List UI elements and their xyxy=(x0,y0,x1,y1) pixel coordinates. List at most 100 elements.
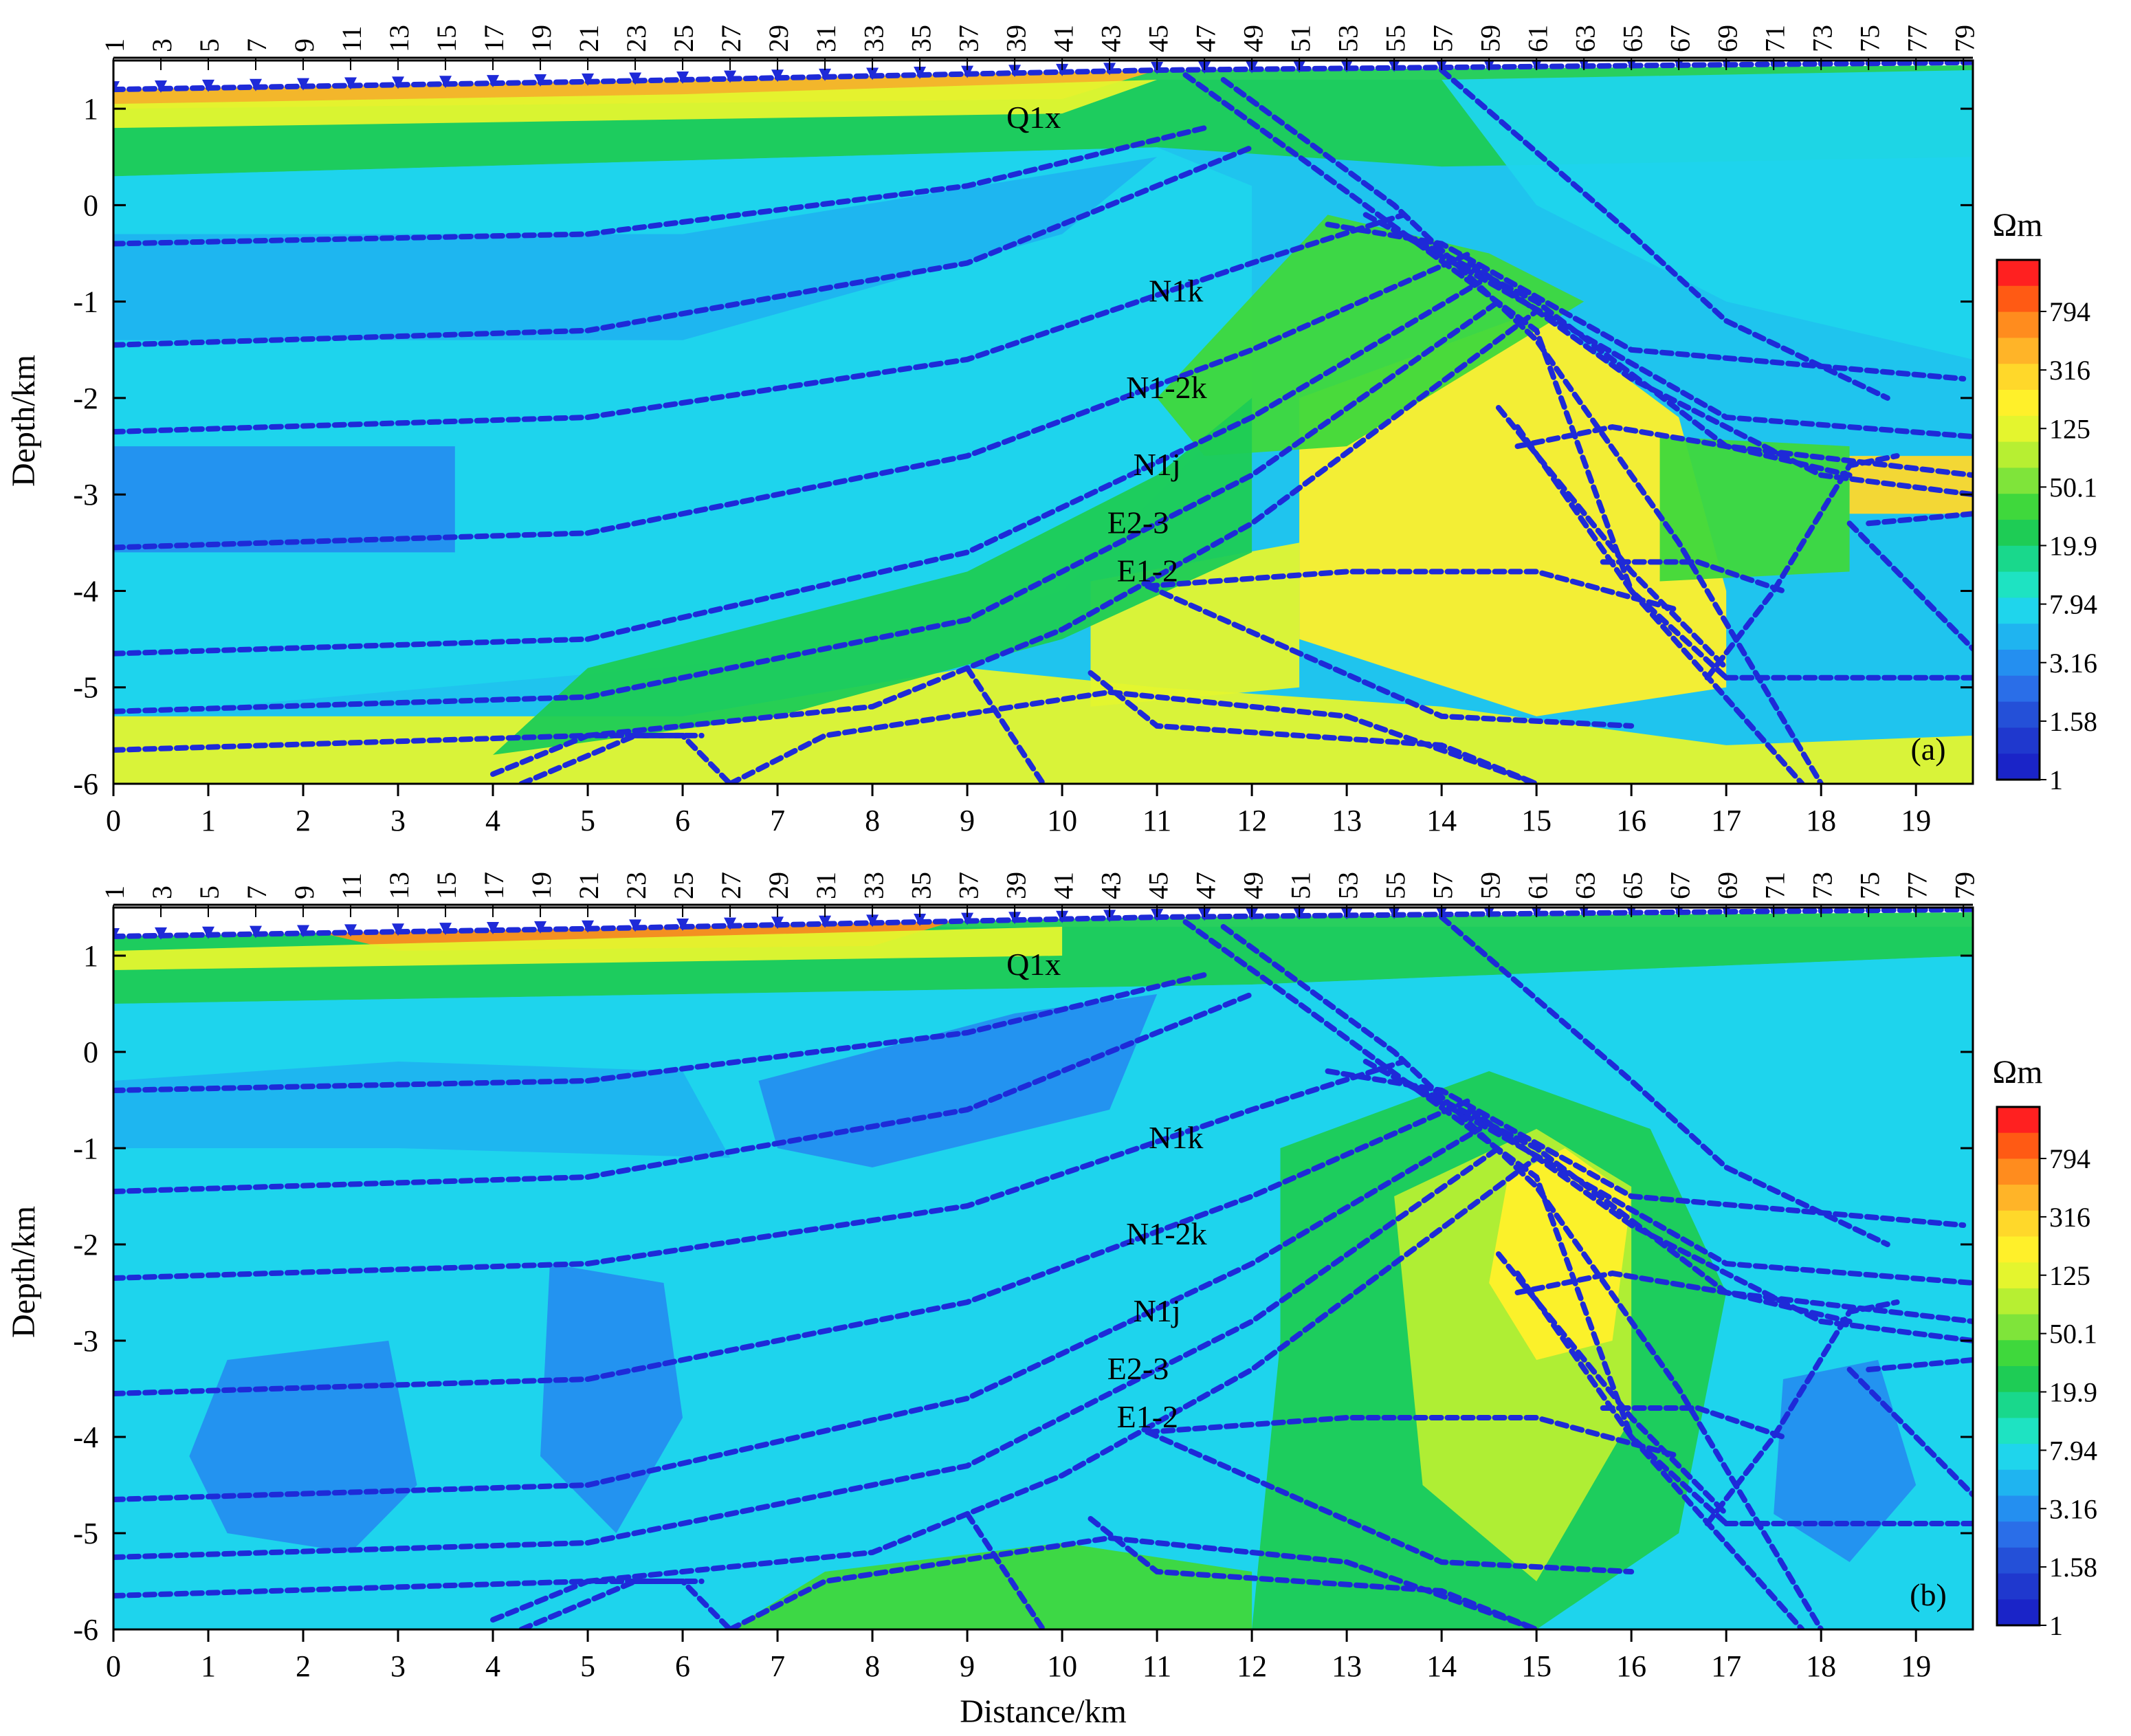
station-label: 73 xyxy=(1807,872,1837,899)
colorbar-unit: Ωm xyxy=(1992,207,2042,243)
colorbar-swatch xyxy=(1997,754,2040,780)
station-label: 49 xyxy=(1237,25,1268,52)
station-label: 19 xyxy=(526,872,557,899)
y-tick-label: -3 xyxy=(73,478,98,512)
plot-area xyxy=(113,61,1973,784)
station-marker xyxy=(771,916,784,930)
colorbar-swatch xyxy=(1997,1158,2040,1186)
colorbar-label: 794 xyxy=(2049,1143,2090,1174)
station-label: 47 xyxy=(1190,25,1221,52)
interpretation-line xyxy=(1145,1429,1635,1574)
colorbar-swatch xyxy=(1997,468,2040,495)
colorbar-unit: Ωm xyxy=(1992,1054,2042,1090)
colorbar-swatch xyxy=(1997,494,2040,520)
station-label: 27 xyxy=(716,872,747,899)
station-marker xyxy=(1008,912,1022,925)
interpretation-line xyxy=(113,212,1406,435)
interpretation-line xyxy=(113,991,1255,1194)
station-label: 31 xyxy=(810,25,841,52)
colorbar-swatch xyxy=(1997,624,2040,650)
x-axis-title: Distance/km xyxy=(960,1693,1127,1730)
colorbar-swatch xyxy=(1997,390,2040,417)
station-marker xyxy=(582,73,595,86)
station-label: 33 xyxy=(858,25,889,52)
station-label: 77 xyxy=(1901,25,1932,52)
station-label: 5 xyxy=(194,886,225,899)
station-label: 75 xyxy=(1854,872,1885,899)
station-marker xyxy=(250,925,263,938)
panel-0: 1 3 5 7 9 11 13 15 17 19 21 23 25 27 29 31 33 35 37 39 41 43 4… xyxy=(5,25,2097,837)
resistivity-zone xyxy=(189,1341,417,1552)
interpretation-line xyxy=(1145,583,1635,729)
interpretation-line xyxy=(1400,1078,1973,1324)
x-tick-label: 18 xyxy=(1806,1649,1836,1683)
colorbar-swatch xyxy=(1997,1288,2040,1315)
station-label: 43 xyxy=(1095,872,1126,899)
station-marker xyxy=(866,914,879,927)
colorbar-label: 50.1 xyxy=(2049,472,2097,503)
station-label: 43 xyxy=(1095,25,1126,52)
formation-label: N1-2k xyxy=(1126,1216,1207,1251)
y-tick-label: -5 xyxy=(73,671,98,705)
interpretation-line xyxy=(1467,260,1973,498)
station-marker xyxy=(297,78,310,91)
station-label: 57 xyxy=(1427,872,1458,899)
interpretation-line xyxy=(490,1579,733,1629)
station-label: 17 xyxy=(478,25,509,52)
station-marker xyxy=(724,917,737,930)
station-label: 11 xyxy=(336,872,367,899)
colorbar-swatch xyxy=(1997,1495,2040,1523)
interpretation-line xyxy=(1325,1068,1967,1228)
resistivity-zone xyxy=(730,1543,1252,1629)
station-label: 23 xyxy=(621,872,652,899)
colorbar-swatch xyxy=(1997,1599,2040,1626)
colorbar-label: 1.58 xyxy=(2049,1552,2097,1583)
x-tick-label: 7 xyxy=(770,804,785,837)
station-marker xyxy=(629,72,642,85)
formation-label: N1-2k xyxy=(1126,370,1207,405)
station-label: 5 xyxy=(194,39,225,52)
x-tick-label: 2 xyxy=(296,1649,311,1683)
station-label: 39 xyxy=(1000,872,1031,899)
station-marker xyxy=(155,927,168,940)
formation-label: E2-3 xyxy=(1107,505,1169,540)
station-label: 1 xyxy=(99,39,130,52)
station-label: 15 xyxy=(431,872,462,899)
colorbar-label: 3.16 xyxy=(2049,1493,2097,1524)
station-label: 23 xyxy=(621,25,652,52)
x-tick-label: 0 xyxy=(106,804,121,837)
resistivity-zone xyxy=(1774,1360,1917,1562)
station-label: 11 xyxy=(336,25,367,52)
y-axis-title: Depth/km xyxy=(5,355,42,487)
interpretation-line xyxy=(1439,67,1890,401)
colorbar-swatch xyxy=(1997,441,2040,469)
station-marker xyxy=(202,926,215,939)
colorbar-swatch xyxy=(1997,338,2040,365)
station-label: 67 xyxy=(1664,25,1695,52)
station-label: 29 xyxy=(763,25,794,52)
formation-label: N1j xyxy=(1134,447,1181,482)
colorbar-frame xyxy=(1996,1106,2041,1627)
x-tick-label: 11 xyxy=(1142,1649,1171,1683)
colorbar-swatch xyxy=(1997,1366,2040,1393)
colorbar-label: 19.9 xyxy=(2049,1377,2097,1408)
resistivity-zone xyxy=(758,994,1158,1167)
x-tick-label: 15 xyxy=(1521,804,1552,837)
interpretation-line xyxy=(727,1535,1540,1629)
station-marker xyxy=(676,919,689,931)
interpretation-line xyxy=(1600,1405,1786,1440)
station-label: 15 xyxy=(431,25,462,52)
station-label: 71 xyxy=(1759,872,1790,899)
station-label: 29 xyxy=(763,872,794,899)
interpretation-line xyxy=(727,689,1540,784)
interpretation-line xyxy=(1514,1271,1730,1526)
resistivity-zone xyxy=(113,80,1158,129)
station-label: 57 xyxy=(1427,25,1458,52)
station-label: 9 xyxy=(289,39,320,52)
colorbar-swatch xyxy=(1997,1262,2040,1289)
station-label: 1 xyxy=(99,886,130,899)
station-marker xyxy=(297,925,310,938)
x-tick-label: 3 xyxy=(390,1649,406,1683)
interpretation-line xyxy=(113,279,1483,657)
